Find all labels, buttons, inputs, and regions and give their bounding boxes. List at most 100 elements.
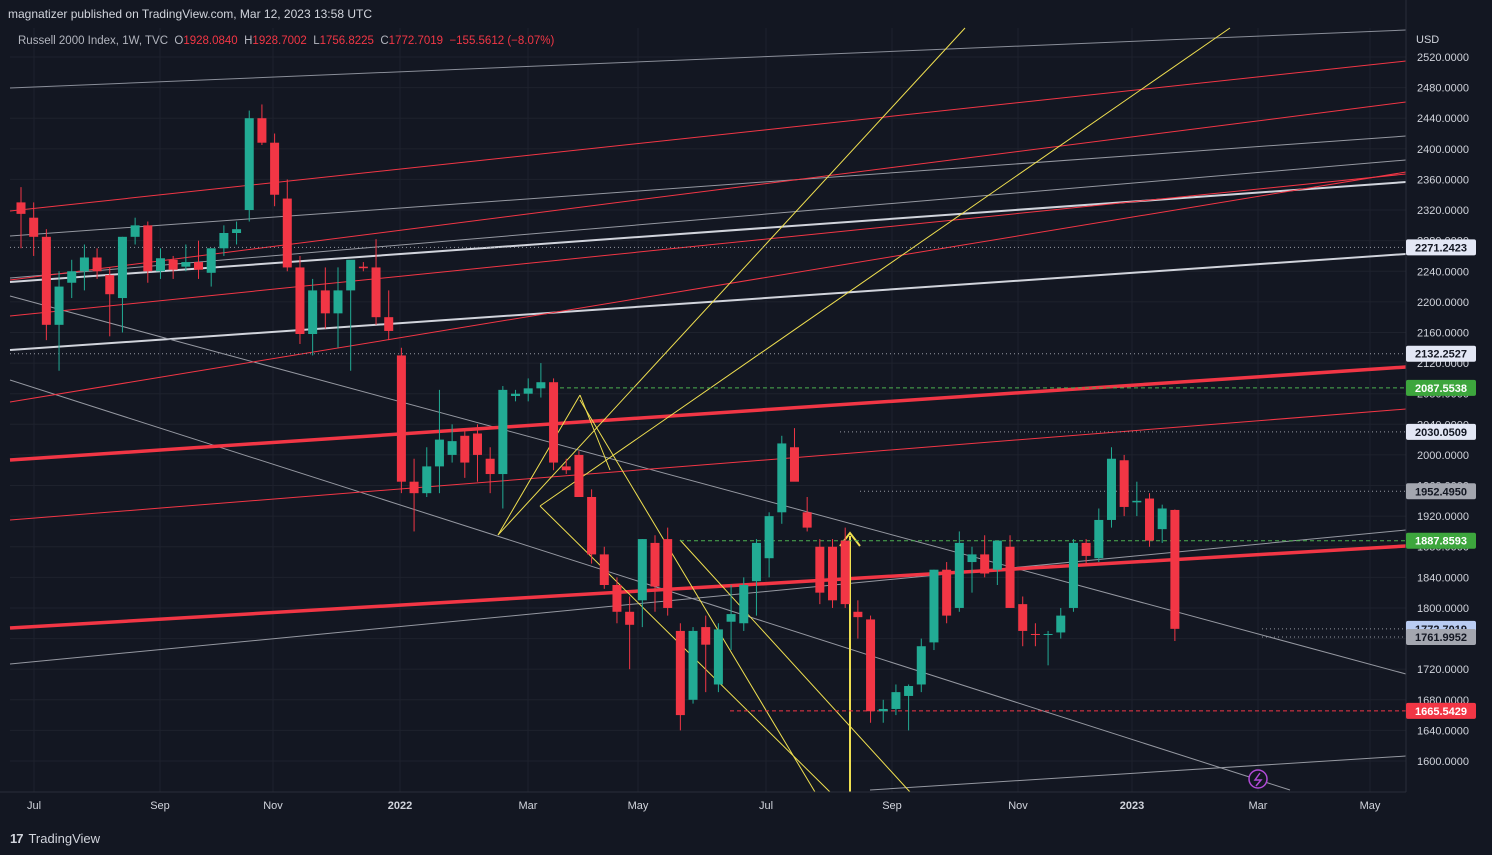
candle: [650, 535, 660, 612]
candle: [942, 562, 952, 624]
candle-body: [155, 258, 165, 272]
candle-body: [434, 439, 444, 467]
candle-body: [181, 262, 191, 267]
candle: [878, 699, 888, 723]
price-label-bg: [1406, 239, 1476, 256]
candle: [257, 104, 267, 145]
x-tick-label: Mar: [519, 800, 538, 812]
candle-body: [1081, 542, 1091, 556]
red-trendline: [9, 408, 1407, 521]
x-tick-label: May: [628, 800, 649, 812]
y-tick-label: 1600.0000: [1417, 756, 1469, 768]
y-tick-label: 1800.0000: [1417, 603, 1469, 615]
candle: [1157, 504, 1167, 543]
candle-body: [409, 481, 419, 494]
candle: [764, 512, 774, 578]
candle: [206, 248, 216, 287]
x-tick-label: Nov: [1008, 800, 1028, 812]
low-label: L: [313, 35, 320, 47]
candle: [777, 435, 787, 524]
red-trendline: [9, 365, 1407, 462]
candle-body: [16, 202, 26, 214]
candle: [244, 110, 254, 222]
candle-body: [549, 382, 559, 463]
candle: [853, 600, 863, 639]
candle: [143, 221, 153, 283]
candle-body: [320, 290, 330, 314]
trendlines: [9, 27, 1407, 793]
candle: [282, 179, 292, 272]
y-tick-label: 2400.0000: [1417, 144, 1469, 156]
candle-body: [929, 569, 939, 643]
y-tick-label: 2360.0000: [1417, 174, 1469, 186]
candle: [155, 248, 165, 279]
low-value: 1756.8225: [319, 35, 374, 47]
x-tick-label: Jul: [759, 800, 773, 812]
candle: [587, 489, 597, 564]
price-label-bg: [1406, 702, 1476, 719]
candle: [904, 684, 914, 731]
candle-body: [701, 627, 711, 645]
x-tick-label: Sep: [150, 800, 170, 812]
candle: [1030, 623, 1040, 647]
candles: [16, 104, 1180, 731]
price-label-text: 2087.5538: [1415, 383, 1467, 395]
price-label: 2132.2527: [1406, 345, 1476, 362]
candle-body: [891, 692, 901, 709]
candle: [1081, 539, 1091, 566]
y-tick-label: 2240.0000: [1417, 266, 1469, 278]
candle: [434, 389, 444, 494]
candle: [1094, 508, 1104, 563]
event-icon-bolt: [1253, 772, 1263, 787]
candle-body: [168, 259, 178, 270]
candle-body: [219, 233, 229, 249]
candle-body: [333, 290, 343, 314]
tradingview-logo-icon: 17: [10, 831, 24, 846]
candle: [232, 221, 242, 245]
candle: [194, 240, 204, 279]
candle-body: [777, 443, 787, 513]
candle-body: [447, 441, 457, 455]
red-trendline: [9, 173, 1407, 317]
candle-body: [967, 554, 977, 563]
price-label-text: 1952.4950: [1415, 486, 1467, 498]
price-label-text: 2030.0509: [1415, 427, 1467, 439]
candle-body: [105, 275, 115, 295]
red-trendline: [9, 544, 1407, 630]
published-info: magnatizer published on TradingView.com,…: [8, 7, 372, 21]
candle-body: [1005, 546, 1015, 608]
white-trendline: [9, 159, 1407, 279]
x-tick-label: Nov: [263, 800, 283, 812]
candle: [270, 133, 280, 207]
candle-body: [713, 629, 723, 685]
red-trendline: [9, 171, 1407, 403]
candle-body: [1157, 508, 1167, 530]
candle-body: [1030, 633, 1040, 635]
candle: [29, 202, 39, 256]
candle: [713, 623, 723, 693]
open-value: 1928.0840: [183, 35, 238, 47]
candle-body: [650, 542, 660, 587]
tradingview-footer[interactable]: 17 TradingView: [10, 831, 100, 846]
candle: [954, 531, 964, 612]
candle-body: [67, 271, 77, 283]
candle-body: [422, 466, 432, 494]
candle-body: [942, 569, 952, 616]
price-label-bg: [1406, 379, 1476, 396]
candle: [1170, 509, 1180, 641]
candle-body: [257, 118, 267, 143]
white-trendline: [9, 29, 1407, 89]
candle: [726, 585, 736, 651]
candle-body: [815, 546, 825, 593]
candle-body: [282, 198, 292, 268]
price-label-text: 1665.5429: [1415, 706, 1467, 718]
y-tick-label: 1840.0000: [1417, 572, 1469, 584]
candle-body: [587, 497, 597, 555]
price-labels: 2271.2423 2132.2527 2087.5538 2030.0509 1952…: [1248, 239, 1476, 789]
candle-body: [599, 554, 609, 585]
close-value: 1772.7019: [388, 35, 444, 47]
candle: [967, 546, 977, 593]
price-label: 2030.0509: [1406, 423, 1476, 440]
